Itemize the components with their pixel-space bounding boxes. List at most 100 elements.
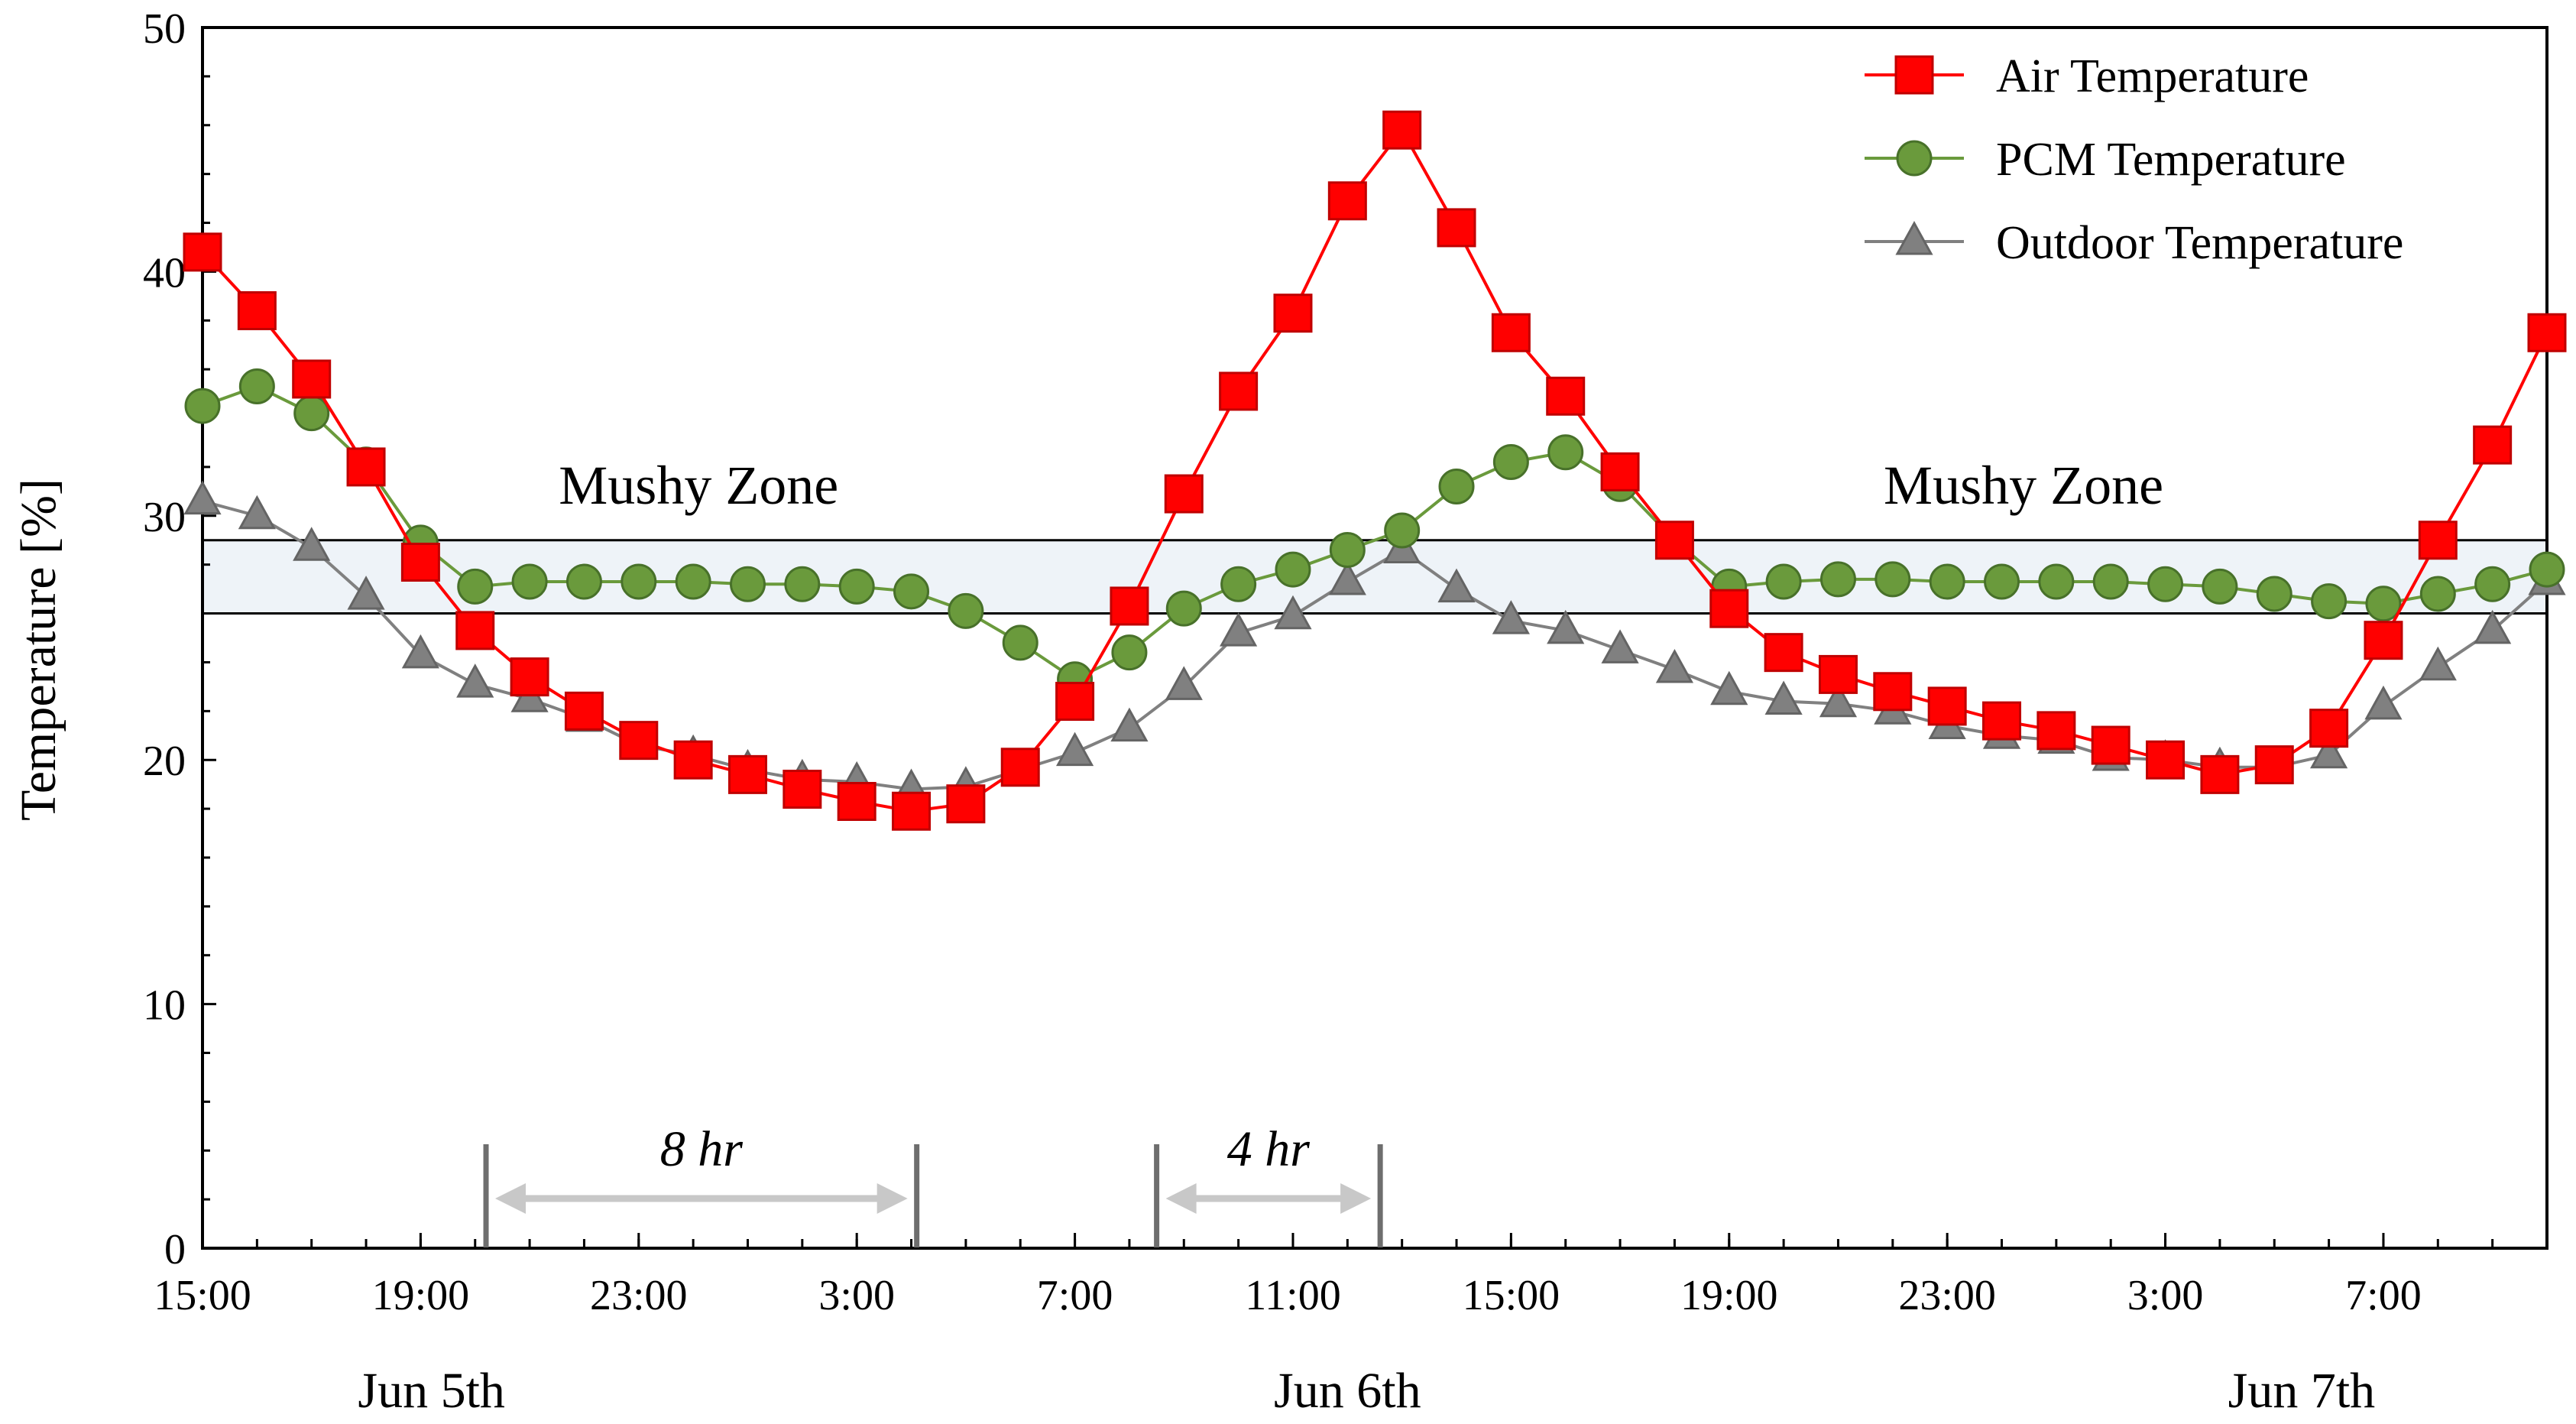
mushy-zone-label: Mushy Zone [1884,455,2163,516]
day-label: Jun 6th [1274,1363,1421,1419]
data-point [1929,563,1965,600]
data-point [727,754,767,794]
data-point [892,791,932,831]
data-point [1220,612,1258,647]
data-point [1275,551,1311,588]
span-arrow-left-head [1165,1183,1197,1214]
y-tick-label: 0 [164,1226,186,1273]
data-point [1547,609,1585,644]
data-point [347,576,385,610]
data-point [2202,568,2238,605]
data-point [1220,566,1257,602]
data-point [1219,371,1259,411]
y-tick-label: 20 [143,738,186,785]
data-point [1818,654,1858,694]
data-point [1000,748,1040,787]
data-point [238,368,275,405]
data-point [293,527,331,561]
data-point [565,563,602,600]
data-point [183,232,222,272]
data-point [1437,568,1476,603]
data-point [455,611,495,650]
legend-entry: Outdoor Temperature [1865,217,2403,269]
data-point [2365,585,2402,622]
series-layer [183,110,2567,831]
duration-annotation: 8 hr [483,1121,920,1247]
data-point [729,566,766,602]
x-tick-label: 7:00 [2345,1272,2422,1319]
legend-marker [1895,220,1933,255]
data-point [946,784,986,824]
data-point [1982,701,2022,741]
data-point [511,563,548,600]
data-point [1710,670,1748,706]
day-label: Jun 7th [2228,1363,2376,1419]
y-tick-label: 30 [143,494,186,541]
data-point [1164,474,1204,514]
data-point [2474,566,2511,602]
data-point [837,781,876,821]
data-point [346,447,386,487]
span-arrow-right-head [876,1183,908,1214]
duration-annotation: 4 hr [1154,1121,1383,1247]
data-point [2147,566,2184,602]
data-point [2311,583,2348,620]
data-point [2473,425,2513,465]
data-point [183,480,222,515]
data-point [1273,294,1313,333]
data-point [1492,444,1529,481]
x-tick-label: 19:00 [372,1272,470,1319]
legend-marker [1896,140,1933,177]
data-point [2364,621,2403,660]
x-tick-label: 23:00 [590,1272,688,1319]
data-point [1709,589,1749,628]
data-point [1655,648,1694,683]
data-point [2036,711,2076,751]
data-point [2418,521,2458,560]
data-point [1984,563,2020,600]
data-point [2474,609,2512,644]
day-label: Jun 5th [358,1363,505,1419]
x-tick-label: 15:00 [1463,1272,1560,1319]
span-arrow-left-head [495,1183,527,1214]
legend-label: PCM Temperature [1996,134,2346,186]
data-point [1874,561,1911,598]
data-point [1765,563,1802,600]
data-point [2310,734,2348,769]
y-tick-label: 40 [143,249,186,297]
y-tick-label: 50 [143,5,186,53]
y-tick-label: 10 [143,982,186,1030]
data-point [1384,512,1421,549]
data-point [1492,600,1530,634]
span-arrow-right-head [1340,1183,1372,1214]
data-point [2146,740,2186,780]
data-point [2419,576,2456,612]
data-point [2038,563,2075,600]
data-point [400,542,440,582]
data-point [1055,682,1095,722]
data-point [1601,629,1639,663]
data-point [784,566,821,602]
legend: Air Temperature PCM Temperature Outdoor Te… [1865,50,2403,269]
data-point [1873,672,1913,712]
data-point [1600,452,1640,491]
legend-marker [1894,55,1934,95]
x-tick-label: 19:00 [1680,1272,1778,1319]
data-point [2419,646,2457,681]
data-point [2309,709,2349,748]
data-point [1002,624,1039,661]
axes-layer: 0 10 20 30 40 50 15:00 19:00 23:00 3:00 7:00 11:00 1… [143,5,2548,1419]
x-tick-label: 3:00 [818,1272,895,1319]
data-point [2364,685,2403,720]
data-point [1819,561,1856,598]
annotation-layer: 8 hr 4 hr [483,1121,1383,1247]
data-point [1327,181,1367,221]
data-point [1110,707,1149,742]
data-point [1547,434,1584,471]
data-point [1382,110,1422,150]
data-point [1110,586,1149,626]
plot-frame [201,26,2548,1250]
data-point [1819,683,1858,718]
data-point [2091,725,2130,765]
